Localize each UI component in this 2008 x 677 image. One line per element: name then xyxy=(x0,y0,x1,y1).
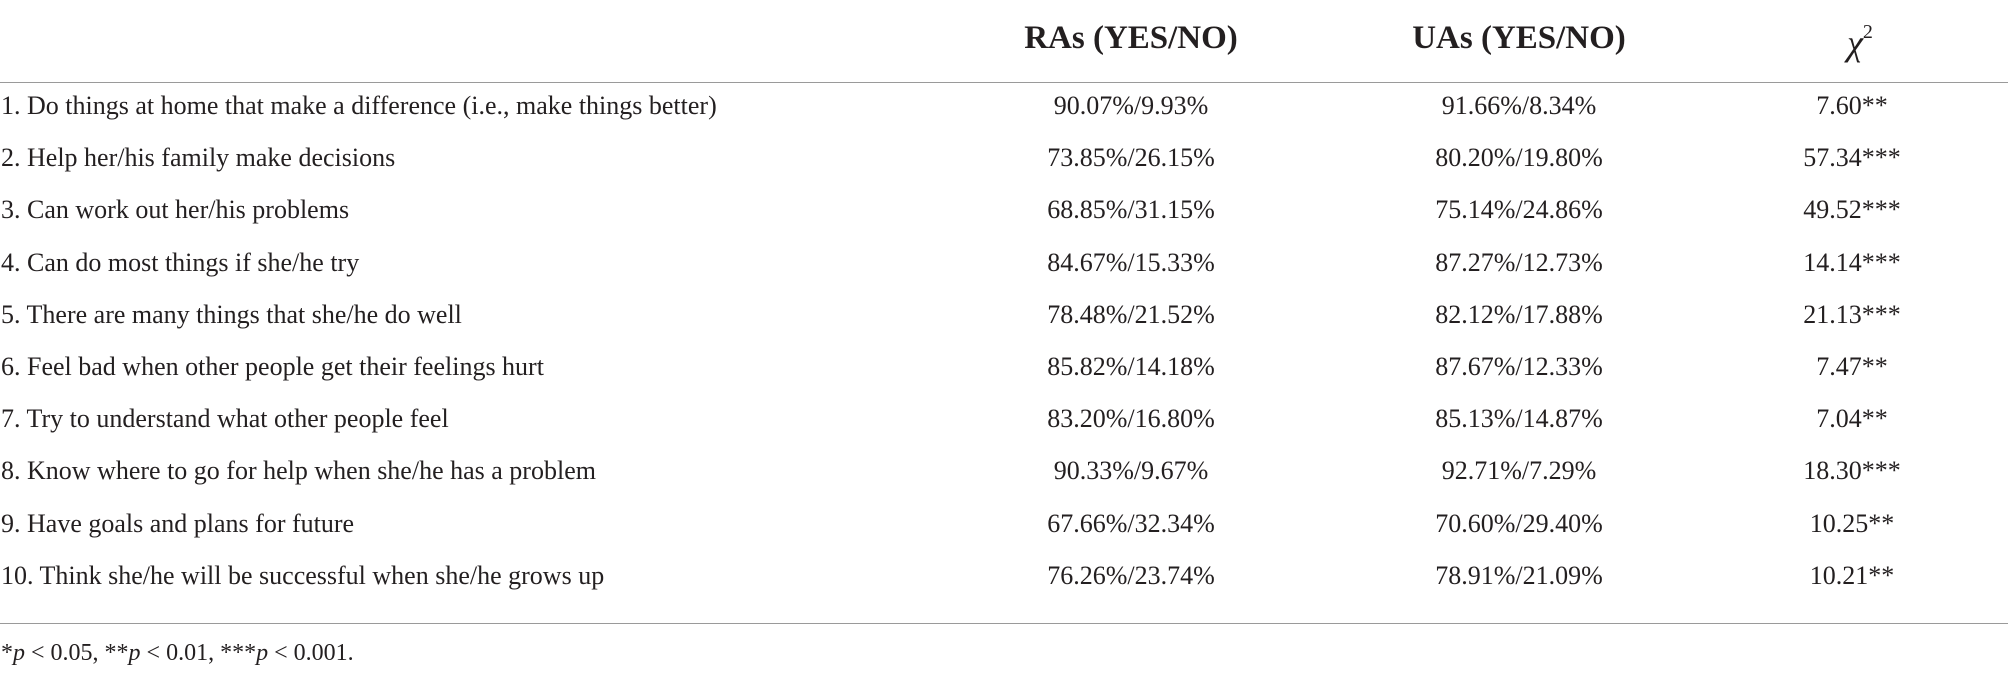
row-item-label: 1. Do things at home that make a differe… xyxy=(1,91,717,120)
table-row: 1. Do things at home that make a differe… xyxy=(0,88,2008,140)
row-ras-value: 90.07%/9.93% xyxy=(1053,91,1209,120)
row-uas-value: 75.14%/24.86% xyxy=(1435,195,1603,225)
row-chi-value: 18.30*** xyxy=(1803,456,1901,486)
row-item-label: 6. Feel bad when other people get their … xyxy=(1,351,544,381)
footnote-p-symbol: p xyxy=(256,640,269,666)
row-uas-value: 82.12%/17.88% xyxy=(1435,299,1603,329)
row-chi-value: 57.34*** xyxy=(1803,143,1901,173)
row-chi-value: 7.60** xyxy=(1816,91,1888,120)
row-uas-value: 78.91%/21.09% xyxy=(1435,560,1603,590)
row-item-label: 7. Try to understand what other people f… xyxy=(1,404,449,434)
table-row: 10. Think she/he will be successful when… xyxy=(0,558,2008,610)
row-uas-value: 87.27%/12.73% xyxy=(1435,247,1603,277)
row-chi-value: 10.21** xyxy=(1809,560,1895,590)
header-chi-symbol: χ xyxy=(1847,23,1863,63)
header-chi-superscript: 2 xyxy=(1862,21,1873,43)
footnote-p-symbol: p xyxy=(128,640,141,666)
table-row: 9. Have goals and plans for future 67.66%… xyxy=(0,506,2008,558)
row-uas-value: 70.60%/29.40% xyxy=(1435,508,1603,538)
header-chi-square: χ2 xyxy=(1847,21,1873,64)
row-ras-value: 68.85%/31.15% xyxy=(1047,195,1215,225)
table-bottom-rule xyxy=(0,623,2008,624)
row-chi-value: 10.25** xyxy=(1809,508,1895,538)
row-ras-value: 78.48%/21.52% xyxy=(1047,299,1215,329)
row-ras-value: 85.82%/14.18% xyxy=(1047,351,1215,381)
row-item-label: 9. Have goals and plans for future xyxy=(1,508,355,538)
row-item-label: 3. Can work out her/his problems xyxy=(1,195,350,225)
footnote-text: < 0.05, ** xyxy=(25,640,129,666)
header-uas: UAs (YES/NO) xyxy=(1412,20,1626,56)
row-chi-value: 21.13*** xyxy=(1803,299,1901,329)
row-ras-value: 67.66%/32.34% xyxy=(1047,508,1215,538)
row-item-label: 10. Think she/he will be successful when… xyxy=(1,560,605,590)
row-uas-value: 91.66%/8.34% xyxy=(1441,91,1597,120)
row-ras-value: 76.26%/23.74% xyxy=(1047,560,1215,590)
table-body: 1. Do things at home that make a differe… xyxy=(0,88,2008,610)
table-footnote: *p < 0.05, **p < 0.01, ***p < 0.001. xyxy=(1,636,354,670)
table-row: 6. Feel bad when other people get their … xyxy=(0,349,2008,401)
row-ras-value: 83.20%/16.80% xyxy=(1047,404,1215,434)
row-item-label: 8. Know where to go for help when she/he… xyxy=(1,456,596,486)
row-item-label: 5. There are many things that she/he do … xyxy=(1,299,462,329)
row-ras-value: 90.33%/9.67% xyxy=(1053,456,1209,486)
table-row: 7. Try to understand what other people f… xyxy=(0,401,2008,453)
row-uas-value: 80.20%/19.80% xyxy=(1435,143,1603,173)
row-ras-value: 84.67%/15.33% xyxy=(1047,247,1215,277)
row-chi-value: 49.52*** xyxy=(1803,195,1901,225)
table-row: 5. There are many things that she/he do … xyxy=(0,297,2008,349)
table-row: 4. Can do most things if she/he try 84.67… xyxy=(0,245,2008,297)
row-uas-value: 85.13%/14.87% xyxy=(1435,404,1603,434)
table-row: 2. Help her/his family make decisions 73.… xyxy=(0,140,2008,192)
footnote-text: < 0.001. xyxy=(268,640,354,666)
row-uas-value: 87.67%/12.33% xyxy=(1435,351,1603,381)
row-item-label: 4. Can do most things if she/he try xyxy=(1,247,360,277)
table-row: 3. Can work out her/his problems 68.85%/3… xyxy=(0,192,2008,244)
row-chi-value: 7.04** xyxy=(1816,404,1888,434)
row-chi-value: 7.47** xyxy=(1816,351,1888,381)
header-ras: RAs (YES/NO) xyxy=(1024,20,1238,56)
row-chi-value: 14.14*** xyxy=(1803,247,1901,277)
row-uas-value: 92.71%/7.29% xyxy=(1441,456,1597,486)
footnote-text: < 0.01, *** xyxy=(140,640,257,666)
row-ras-value: 73.85%/26.15% xyxy=(1047,143,1215,173)
table-row: 8. Know where to go for help when she/he… xyxy=(0,453,2008,505)
row-item-label: 2. Help her/his family make decisions xyxy=(1,143,396,173)
footnote-text: * xyxy=(1,640,13,666)
table-header-row: RAs (YES/NO) UAs (YES/NO) χ2 xyxy=(0,0,2008,83)
footnote-p-symbol: p xyxy=(13,640,25,666)
